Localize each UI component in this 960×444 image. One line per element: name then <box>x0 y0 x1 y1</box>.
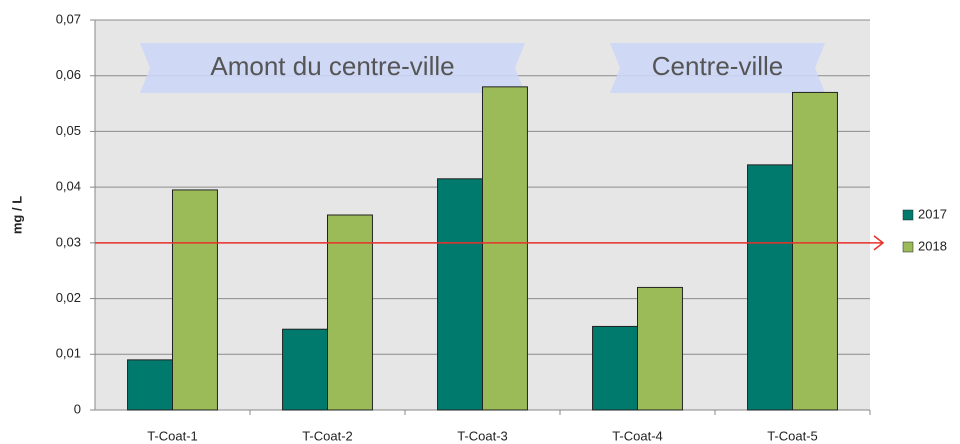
x-tick-label: T-Coat-3 <box>457 428 508 443</box>
bar <box>482 86 528 411</box>
y-tick-label: 0,07 <box>56 11 81 26</box>
annotation: Centre-ville <box>652 51 784 81</box>
y-tick-label: 0,01 <box>56 346 81 361</box>
y-tick-label: 0,02 <box>56 290 81 305</box>
bar <box>127 359 174 411</box>
x-tick-label: T-Coat-2 <box>302 428 353 443</box>
legend-label: 2017 <box>918 206 947 221</box>
x-tick-label: T-Coat-1 <box>147 428 198 443</box>
bar <box>592 325 638 411</box>
bar <box>172 189 218 411</box>
y-tick-label: 0,03 <box>56 234 81 249</box>
threshold-arrow <box>873 235 885 251</box>
y-tick-label: 0,06 <box>56 67 81 82</box>
x-tick-label: T-Coat-4 <box>612 428 663 443</box>
annotation-ribbon <box>610 43 825 93</box>
bar <box>437 178 483 411</box>
y-axis-label: mg / L <box>9 196 24 234</box>
legend-swatch <box>902 209 914 221</box>
legend-label: 2018 <box>918 238 947 253</box>
bar <box>747 164 793 411</box>
bar <box>327 214 373 411</box>
bar <box>792 91 838 411</box>
bar <box>637 286 683 411</box>
y-tick-label: 0,04 <box>56 179 81 194</box>
bar <box>282 328 328 411</box>
annotation: Amont du centre-ville <box>210 51 454 81</box>
y-tick-label: 0,05 <box>56 123 81 138</box>
legend-swatch <box>902 241 914 253</box>
annotation-ribbon <box>140 43 525 93</box>
y-tick-label: 0 <box>74 401 81 416</box>
x-tick-label: T-Coat-5 <box>767 428 818 443</box>
